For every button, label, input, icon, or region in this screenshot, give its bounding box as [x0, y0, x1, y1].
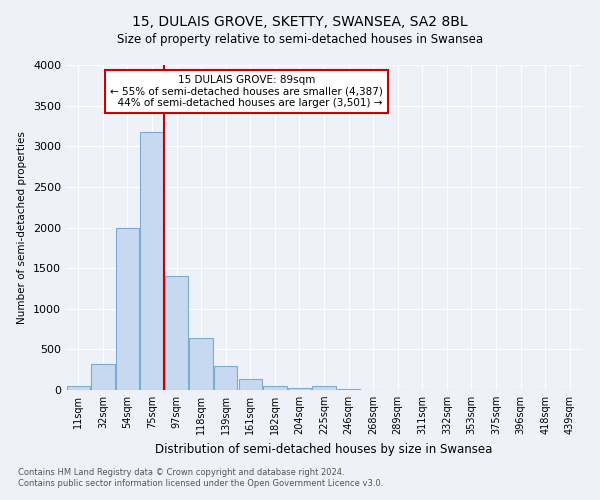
Bar — [116, 228, 139, 390]
Bar — [313, 386, 335, 390]
Bar — [190, 338, 213, 390]
X-axis label: Distribution of semi-detached houses by size in Swansea: Distribution of semi-detached houses by … — [155, 442, 493, 456]
Text: 15 DULAIS GROVE: 89sqm
← 55% of semi-detached houses are smaller (4,387)
  44% o: 15 DULAIS GROVE: 89sqm ← 55% of semi-det… — [110, 74, 383, 108]
Text: Size of property relative to semi-detached houses in Swansea: Size of property relative to semi-detach… — [117, 32, 483, 46]
Bar — [288, 388, 311, 390]
Bar — [337, 389, 360, 390]
Y-axis label: Number of semi-detached properties: Number of semi-detached properties — [17, 131, 28, 324]
Bar — [140, 132, 164, 390]
Text: 15, DULAIS GROVE, SKETTY, SWANSEA, SA2 8BL: 15, DULAIS GROVE, SKETTY, SWANSEA, SA2 8… — [132, 15, 468, 29]
Bar — [91, 364, 115, 390]
Bar — [239, 380, 262, 390]
Bar — [165, 276, 188, 390]
Text: Contains HM Land Registry data © Crown copyright and database right 2024.
Contai: Contains HM Land Registry data © Crown c… — [18, 468, 383, 487]
Bar — [263, 386, 287, 390]
Bar — [67, 386, 90, 390]
Bar — [214, 366, 238, 390]
